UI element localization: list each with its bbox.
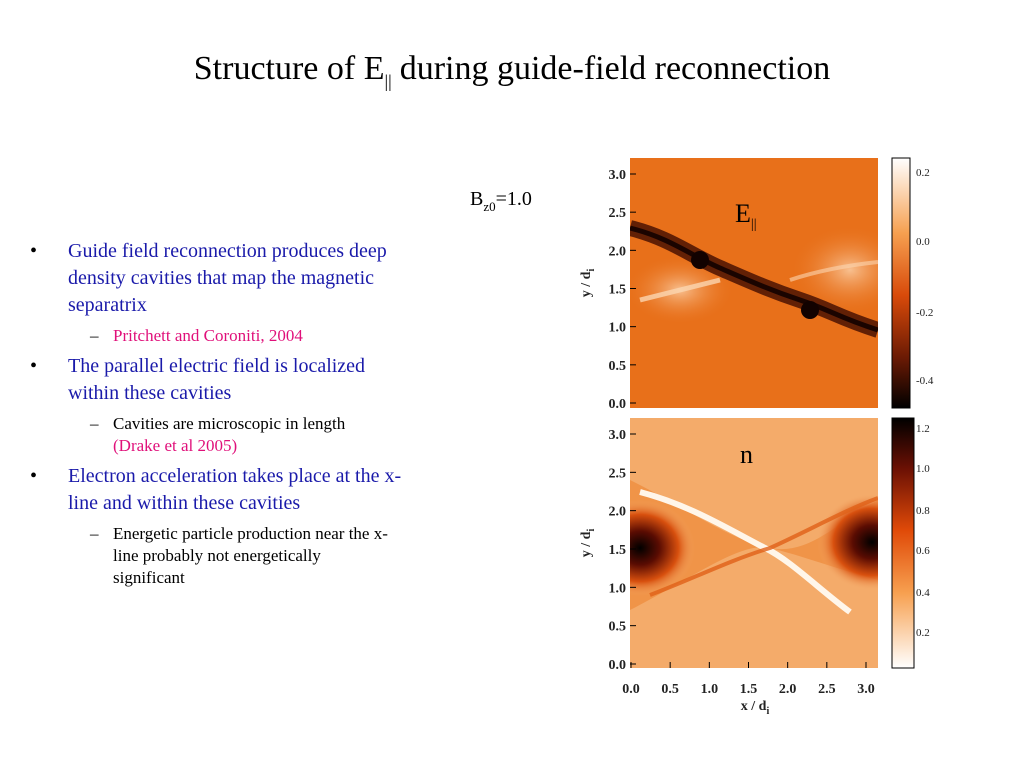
x-tick-label: 0.5: [661, 682, 679, 697]
field-label-main: B: [470, 188, 483, 210]
x-axis-label: x / di: [741, 699, 770, 717]
colorbar-tick-label: 1.2: [916, 423, 930, 435]
bullet-text: Guide field reconnection produces deep d…: [68, 240, 387, 316]
panel-label: E||: [735, 199, 757, 232]
colorbar-tick-label: 0.6: [916, 545, 930, 557]
title-text: Structure of E: [193, 50, 385, 87]
colorbar-tick-label: -0.2: [916, 307, 933, 319]
colorbar-tick-label: 0.0: [916, 236, 930, 248]
panel-label: n: [740, 440, 753, 469]
x-tick-label: 2.0: [779, 682, 797, 697]
citation: Pritchett and Coroniti, 2004: [113, 326, 303, 345]
y-tick-label: 0.5: [609, 359, 627, 374]
sub-bullet: Energetic particle production near the x…: [68, 523, 390, 589]
y-tick-label: 0.5: [609, 620, 627, 635]
colorbar-tick-label: 0.8: [916, 505, 930, 517]
y-axis-label: y / di: [579, 529, 597, 558]
sub-bullet: Pritchett and Coroniti, 2004: [68, 325, 390, 347]
y-tick-label: 1.5: [609, 283, 627, 298]
panel-label-main: E: [735, 199, 751, 228]
y-tick-label: 1.5: [609, 543, 627, 558]
sub-bullet-text: Cavities are microscopic in length: [113, 414, 346, 433]
field-label-sub: z0: [483, 199, 495, 214]
citation: (Drake et al 2005): [113, 436, 238, 455]
x-tick-label: 2.5: [818, 682, 836, 697]
colorbar-tick-label: 0.2: [916, 627, 930, 639]
sub-bullet-text: Energetic particle production near the x…: [113, 524, 388, 587]
e-parallel-map: [630, 158, 878, 408]
y-tick-label: 0.0: [609, 658, 627, 673]
y-axis-label-main: y / d: [579, 271, 594, 297]
title-subscript: ||: [384, 70, 392, 91]
colorbar: [891, 157, 911, 409]
y-tick-label: 1.0: [609, 581, 627, 596]
bullet-text: Electron acceleration takes place at the…: [68, 465, 402, 514]
x-tick-label: 0.0: [622, 682, 640, 697]
y-tick-label: 2.5: [609, 466, 627, 481]
slide-title: Structure of E|| during guide-field recon…: [0, 50, 1024, 92]
x-axis-label-sub: i: [766, 706, 769, 717]
y-tick-label: 0.0: [609, 397, 627, 412]
bullet-text: The parallel electric field is localized…: [68, 355, 366, 404]
colorbar-tick-label: 0.2: [916, 167, 930, 179]
bullet: Guide field reconnection produces deep d…: [30, 238, 410, 319]
y-tick-label: 3.0: [609, 428, 627, 443]
bullet-list: Guide field reconnection produces deep d…: [30, 238, 410, 595]
y-axis-label-sub: i: [586, 269, 597, 272]
field-label: Bz0=1.0: [470, 188, 532, 214]
y-tick-label: 3.0: [609, 168, 627, 183]
y-axis-label-sub: i: [586, 529, 597, 532]
y-axis-label-main: y / d: [579, 531, 594, 557]
colorbar: [891, 417, 915, 669]
x-axis-label-main: x / d: [741, 699, 767, 714]
colorbar-tick-label: 1.0: [916, 463, 930, 475]
x-tick-label: 3.0: [857, 682, 875, 697]
density-map: [630, 418, 878, 668]
sub-bullet: Cavities are microscopic in length (Drak…: [68, 413, 390, 457]
x-tick-label: 1.5: [740, 682, 758, 697]
colorbar-tick-label: 0.4: [916, 587, 930, 599]
panel-label-main: n: [740, 440, 753, 469]
field-label-rest: =1.0: [496, 188, 532, 210]
x-tick-label: 1.0: [701, 682, 719, 697]
bullet: Electron acceleration takes place at the…: [30, 463, 410, 517]
y-tick-label: 2.0: [609, 505, 627, 520]
title-text: during guide-field reconnection: [399, 50, 831, 87]
y-axis-label: y / di: [579, 269, 597, 298]
y-tick-label: 1.0: [609, 321, 627, 336]
bullet: The parallel electric field is localized…: [30, 353, 410, 407]
y-tick-label: 2.0: [609, 244, 627, 259]
panel-label-sub: ||: [751, 217, 757, 232]
y-tick-label: 2.5: [609, 206, 627, 221]
colorbar-tick-label: -0.4: [916, 375, 934, 387]
